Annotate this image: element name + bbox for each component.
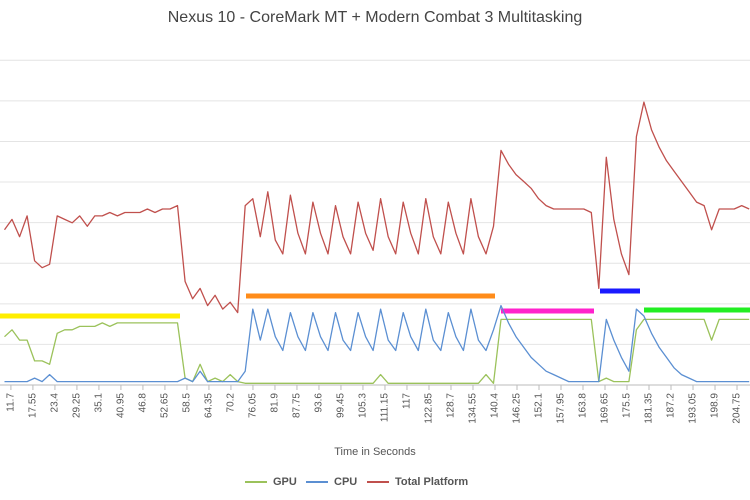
phase-bars xyxy=(0,288,750,319)
x-tick-label: 169.65 xyxy=(600,393,611,424)
x-tick-label: 87.75 xyxy=(292,393,303,418)
legend-label: GPU xyxy=(273,476,297,488)
series-line xyxy=(4,304,750,383)
x-tick-label: 157.95 xyxy=(556,393,567,424)
x-tick-label: 99.45 xyxy=(336,393,347,418)
x-tick-label: 128.7 xyxy=(446,393,457,418)
x-tick-label: 29.25 xyxy=(72,393,83,418)
x-tick-label: 163.8 xyxy=(578,393,589,418)
grid xyxy=(0,59,750,345)
x-tick-label: 152.1 xyxy=(534,393,545,418)
x-tick-label: 122.85 xyxy=(424,393,435,424)
x-tick-label: 64.35 xyxy=(204,393,215,418)
x-tick-label: 204.75 xyxy=(732,393,743,424)
x-tick-label: 70.2 xyxy=(226,393,237,413)
x-tick-label: 134.55 xyxy=(468,393,479,424)
x-tick-label: 35.1 xyxy=(94,393,105,413)
x-tick-label: 76.05 xyxy=(248,393,259,418)
legend-label: CPU xyxy=(334,476,357,488)
x-tick-label: 175.5 xyxy=(622,393,633,418)
x-tick-label: 117 xyxy=(402,393,413,409)
series-line xyxy=(3,101,750,314)
x-tick-label: 198.9 xyxy=(710,393,721,418)
x-axis-title: Time in Seconds xyxy=(334,446,416,458)
x-tick-label: 111.15 xyxy=(380,393,391,423)
x-tick-label: 181.35 xyxy=(644,393,655,424)
x-tick-label: 52.65 xyxy=(160,393,171,418)
x-tick-label: 146.25 xyxy=(512,393,523,424)
x-tick-label: 23.4 xyxy=(50,393,61,413)
series-line xyxy=(4,318,750,384)
chart-title: Nexus 10 - CoreMark MT + Modern Combat 3… xyxy=(168,9,583,26)
x-tick-label: 93.6 xyxy=(314,393,325,413)
x-tick-label: 17.55 xyxy=(28,393,39,418)
x-tick-label: 105.3 xyxy=(358,393,369,418)
x-tick-label: 46.8 xyxy=(138,393,149,413)
x-tick-label: 193.05 xyxy=(688,393,699,424)
legend-label: Total Platform xyxy=(395,476,468,488)
x-tick-label: 11.7 xyxy=(6,393,17,412)
x-tick-label: 40.95 xyxy=(116,393,127,418)
x-tick-label: 140.4 xyxy=(490,393,501,418)
x-tick-label: 58.5 xyxy=(182,393,193,413)
x-tick-label: 81.9 xyxy=(270,393,281,413)
x-tick-label: 187.2 xyxy=(666,393,677,418)
